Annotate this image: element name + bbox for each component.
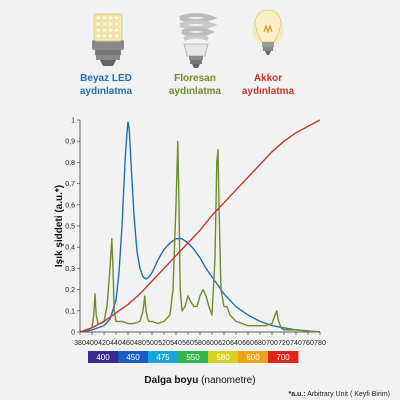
spectrum-band — [118, 351, 149, 363]
x-tick-label: 780 — [314, 340, 326, 347]
spectrum-band — [178, 351, 209, 363]
y-tick-label: 0,5 — [65, 224, 75, 231]
legend-fluorescent-line1: Floresan — [174, 73, 216, 84]
footnote-text: Arbitrary Unit ( Keyfi Birim) — [306, 391, 390, 398]
cfl-bulb-icon — [179, 13, 218, 68]
y-tick-label: 0,1 — [65, 308, 75, 315]
legend-led-line1: Beyaz LED — [80, 73, 132, 84]
led-bulb-icon — [92, 13, 124, 66]
x-tick-label: 460 — [122, 340, 134, 347]
x-tick-label: 700 — [266, 340, 278, 347]
spectrum-band — [238, 351, 269, 363]
x-tick-label: 760 — [302, 340, 314, 347]
y-tick-label: 0,6 — [65, 202, 75, 209]
footnote: *a.u.: Arbitrary Unit ( Keyfi Birim) — [288, 391, 390, 398]
x-axis-ticks: 380 400 420 440 460 480 500 520 540 560 580 600 620 6… — [74, 332, 326, 347]
series-lines — [79, 119, 321, 333]
legend-led-line2: aydınlatma — [80, 86, 133, 97]
x-tick-label: 400 — [86, 340, 98, 347]
visible-spectrum-bar: 400 450 475 550 580 600 700 — [88, 351, 299, 363]
x-tick-label: 600 — [206, 340, 218, 347]
x-tick-label: 440 — [110, 340, 122, 347]
y-tick-label: 0,3 — [65, 266, 75, 273]
x-axis-label: Dalga boyu (nanometre) — [144, 375, 255, 386]
spectrum-band-label: 550 — [186, 353, 200, 362]
spectrum-band — [88, 351, 119, 363]
x-axis-label-rest: (nanometre) — [198, 375, 255, 386]
x-tick-label: 500 — [146, 340, 158, 347]
x-tick-label: 580 — [194, 340, 206, 347]
spectrum-band-label: 700 — [276, 353, 290, 362]
spectrum-band-label: 475 — [156, 353, 170, 362]
footnote-bold: *a.u.: — [288, 391, 305, 398]
y-tick-label: 0,4 — [65, 245, 75, 252]
x-tick-label: 380 — [74, 340, 86, 347]
x-tick-label: 520 — [158, 340, 170, 347]
y-tick-label: 0,9 — [65, 139, 75, 146]
y-tick-label: 1 — [71, 118, 75, 125]
x-tick-label: 660 — [242, 340, 254, 347]
x-tick-label: 560 — [182, 340, 194, 347]
incandescent-bulb-icon — [252, 9, 284, 55]
y-axis-ticks: 0 0,1 0,2 0,3 0,4 0,5 0,6 0,7 0,8 0,9 1 — [65, 118, 80, 337]
x-tick-label: 740 — [290, 340, 302, 347]
spectrum-band-label: 580 — [216, 353, 230, 362]
x-tick-label: 640 — [230, 340, 242, 347]
x-tick-label: 680 — [254, 340, 266, 347]
series-line-led — [79, 121, 321, 333]
y-tick-label: 0 — [71, 330, 75, 337]
x-tick-label: 540 — [170, 340, 182, 347]
y-tick-label: 0,7 — [65, 181, 75, 188]
x-tick-label: 620 — [218, 340, 230, 347]
legend-fluorescent-line2: aydınlatma — [169, 86, 222, 97]
y-tick-label: 0,8 — [65, 160, 75, 167]
spectrum-band — [208, 351, 239, 363]
y-axis-label: Işık şiddeti (a.u.*) — [54, 185, 65, 267]
series-line-fluorescent — [79, 140, 321, 333]
x-tick-label: 720 — [278, 340, 290, 347]
spectrum-band-label: 600 — [246, 353, 260, 362]
series-line-incandescent — [79, 119, 321, 333]
spectrum-band — [148, 351, 179, 363]
spectrum-band-label: 450 — [126, 353, 140, 362]
x-tick-label: 480 — [134, 340, 146, 347]
x-tick-label: 420 — [98, 340, 110, 347]
legend-incandescent-line1: Akkor — [254, 73, 282, 84]
x-axis-label-bold: Dalga boyu — [144, 375, 198, 386]
spectrum-band — [268, 351, 299, 363]
y-tick-label: 0,2 — [65, 287, 75, 294]
legend-incandescent-line2: aydınlatma — [242, 86, 295, 97]
spectrum-band-label: 400 — [96, 353, 110, 362]
